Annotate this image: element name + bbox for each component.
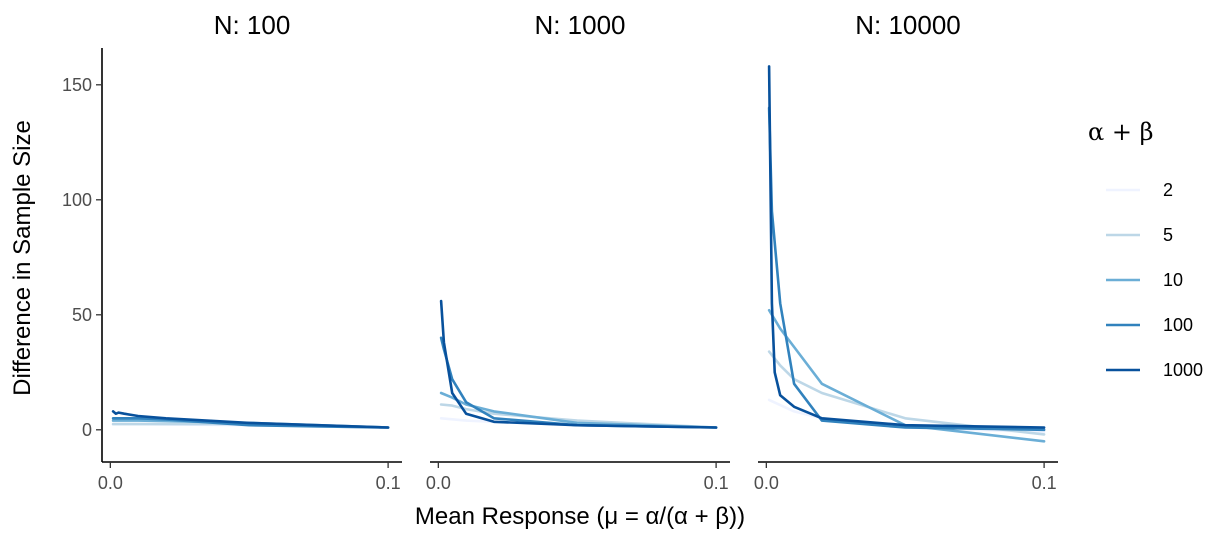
- series-group: [767, 65, 1046, 443]
- facet-strip-label: N: 1000: [534, 10, 625, 40]
- series-group: [439, 299, 718, 429]
- legend-keys: 2 5 10 100 1000: [1106, 180, 1203, 380]
- x-axis-title: Mean Response (μ = α/(α + β)): [415, 503, 745, 530]
- series-line-100: [767, 106, 1046, 432]
- x-tick-label: 0.0: [754, 473, 779, 493]
- legend-label: 1000: [1163, 360, 1203, 380]
- legend-item: 1000: [1106, 360, 1203, 380]
- x-tick-label: 0.0: [98, 473, 123, 493]
- series-group: [111, 410, 390, 429]
- legend-label: 100: [1163, 315, 1193, 335]
- legend: α + β 2 5 10 100 1000: [1088, 118, 1203, 380]
- series-line-10: [767, 308, 1046, 443]
- series-line-1000: [111, 410, 390, 429]
- series-line-5: [767, 350, 1046, 436]
- series-line-1000: [439, 299, 718, 429]
- y-tick-label: 0: [82, 420, 92, 440]
- legend-item: 10: [1106, 270, 1183, 290]
- series-line-10: [439, 391, 718, 429]
- legend-item: 100: [1106, 315, 1193, 335]
- y-tick-label: 50: [72, 305, 92, 325]
- facet-panel-10000: N: 10000 0.0 0.1: [754, 10, 1058, 493]
- x-tick-label: 0.1: [376, 473, 401, 493]
- legend-label: 10: [1163, 270, 1183, 290]
- facet-strip-label: N: 10000: [855, 10, 961, 40]
- x-tick-label: 0.1: [1032, 473, 1057, 493]
- facet-strip-label: N: 100: [214, 10, 291, 40]
- y-tick-label: 150: [62, 75, 92, 95]
- legend-label: 5: [1163, 225, 1173, 245]
- x-tick-label: 0.0: [426, 473, 451, 493]
- legend-item: 2: [1106, 180, 1173, 200]
- y-tick-label: 100: [62, 190, 92, 210]
- y-axis-title: Difference in Sample Size: [9, 120, 36, 396]
- facet-panel-1000: N: 1000 0.0 0.1: [426, 10, 730, 493]
- legend-label: 2: [1163, 180, 1173, 200]
- x-tick-label: 0.1: [704, 473, 729, 493]
- series-line-1000: [767, 65, 1046, 429]
- legend-title: α + β: [1088, 118, 1153, 146]
- facet-panel-100: N: 100 0.0 0.1 0 50 100 150: [62, 10, 402, 493]
- legend-item: 5: [1106, 225, 1173, 245]
- series-line-100: [439, 336, 718, 429]
